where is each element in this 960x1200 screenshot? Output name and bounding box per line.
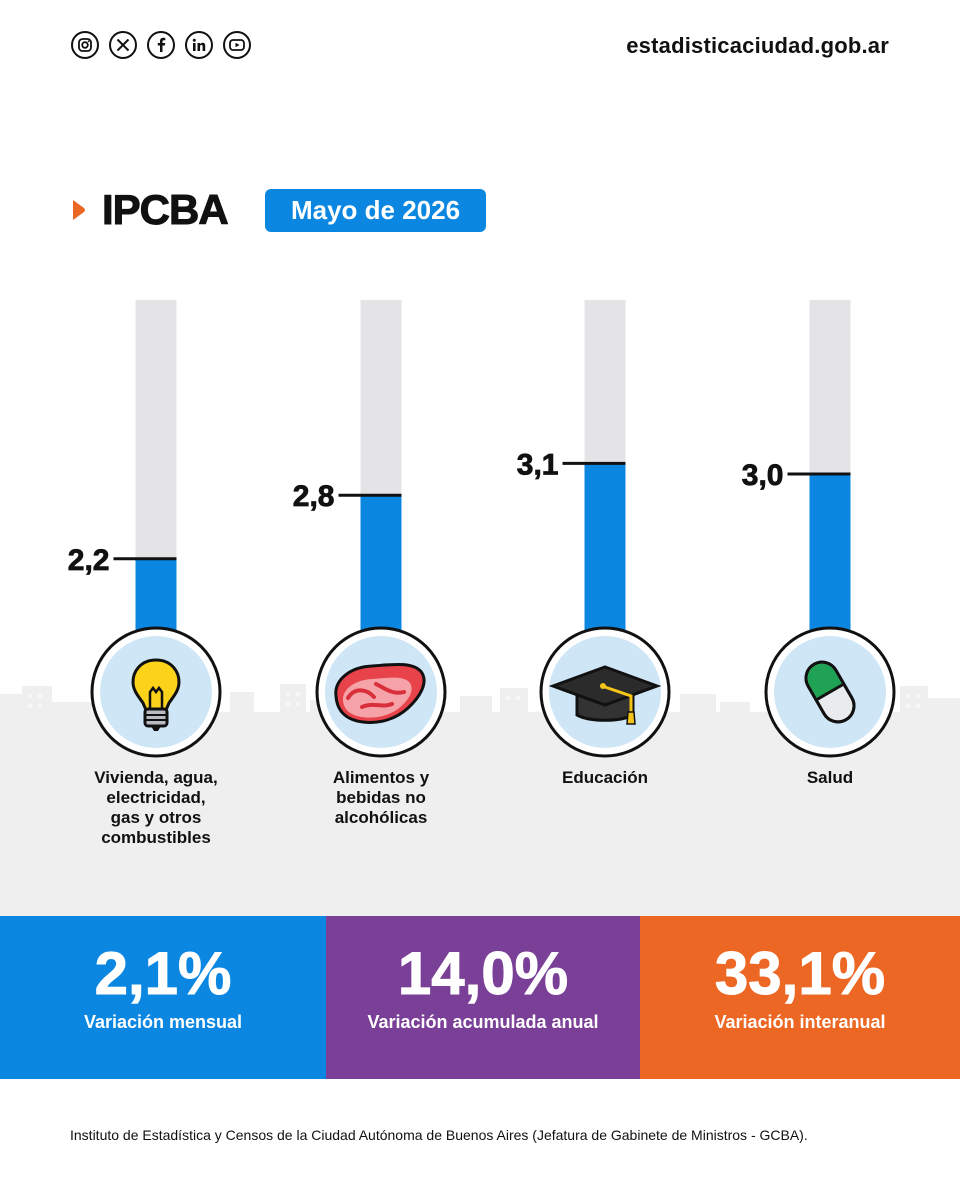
bar <box>809 474 851 630</box>
value-label: 3,0 <box>742 459 784 492</box>
category-label-line: combustibles <box>101 828 211 847</box>
category-label-line: electricidad, <box>106 788 206 807</box>
category-label: Alimentos y bebidas no alcohólicas <box>291 768 471 828</box>
icon-circle-1 <box>90 626 222 758</box>
value-label: 3,1 <box>517 448 559 481</box>
lightbulb-icon <box>131 658 181 731</box>
icon-circle-3 <box>539 626 671 758</box>
stat-year-over-year: 33,1% Variación interanual <box>640 916 960 1079</box>
instagram-icon[interactable] <box>71 31 99 59</box>
bar <box>584 463 626 630</box>
value-label: 2,8 <box>293 480 335 513</box>
category-label: Vivienda, agua, electricidad, gas y otros c… <box>66 768 246 848</box>
stat-cumulative: 14,0% Variación acumulada anual <box>326 916 640 1079</box>
category-label: Salud <box>740 768 920 788</box>
social-icons <box>71 31 251 59</box>
pill-icon <box>804 660 856 724</box>
site-url[interactable]: estadisticaciudad.gob.ar <box>626 33 889 58</box>
arrow-right-icon <box>73 200 85 220</box>
category-label-line: Vivienda, agua, <box>94 768 218 787</box>
stats-band: 2,1% Variación mensual 14,0% Variación a… <box>0 916 960 1079</box>
page-title: IPCBA <box>102 186 230 233</box>
category-label-line: Alimentos y <box>332 768 430 787</box>
icon-circle-2 <box>315 626 447 758</box>
value-label: 2,2 <box>68 544 110 577</box>
bars-group: 2,2 2,8 3,1 3,0 <box>67 300 851 630</box>
stat-label: Variación acumulada anual <box>367 1012 599 1032</box>
stat-value: 33,1% <box>714 940 886 1007</box>
stat-label: Variación interanual <box>714 1012 886 1032</box>
category-label-line: Educación <box>562 768 648 787</box>
graduation-cap-icon <box>548 665 662 725</box>
stat-value: 14,0% <box>397 940 569 1007</box>
x-icon[interactable] <box>109 31 137 59</box>
bar <box>360 495 402 630</box>
category-label-line: Salud <box>806 768 854 787</box>
category-label-line: gas y otros <box>110 808 202 827</box>
category-label-line: bebidas no <box>336 788 426 807</box>
chart: 2,2 2,8 3,1 3,0 <box>67 300 896 758</box>
stat-value: 2,1% <box>94 940 232 1007</box>
title-block: IPCBA <box>70 186 230 233</box>
category-label-line: alcohólicas <box>334 808 428 827</box>
meat-icon <box>334 662 426 724</box>
stat-label: Variación mensual <box>83 1012 243 1032</box>
facebook-icon[interactable] <box>147 31 175 59</box>
category-label: Educación <box>515 768 695 788</box>
linkedin-icon[interactable] <box>185 31 213 59</box>
youtube-icon[interactable] <box>223 31 251 59</box>
bar <box>135 558 177 630</box>
date-badge: Mayo de 2026 <box>265 189 486 232</box>
icon-circle-4 <box>764 626 896 758</box>
source-footer: Instituto de Estadística y Censos de la … <box>70 1127 808 1143</box>
stat-monthly: 2,1% Variación mensual <box>0 916 326 1079</box>
